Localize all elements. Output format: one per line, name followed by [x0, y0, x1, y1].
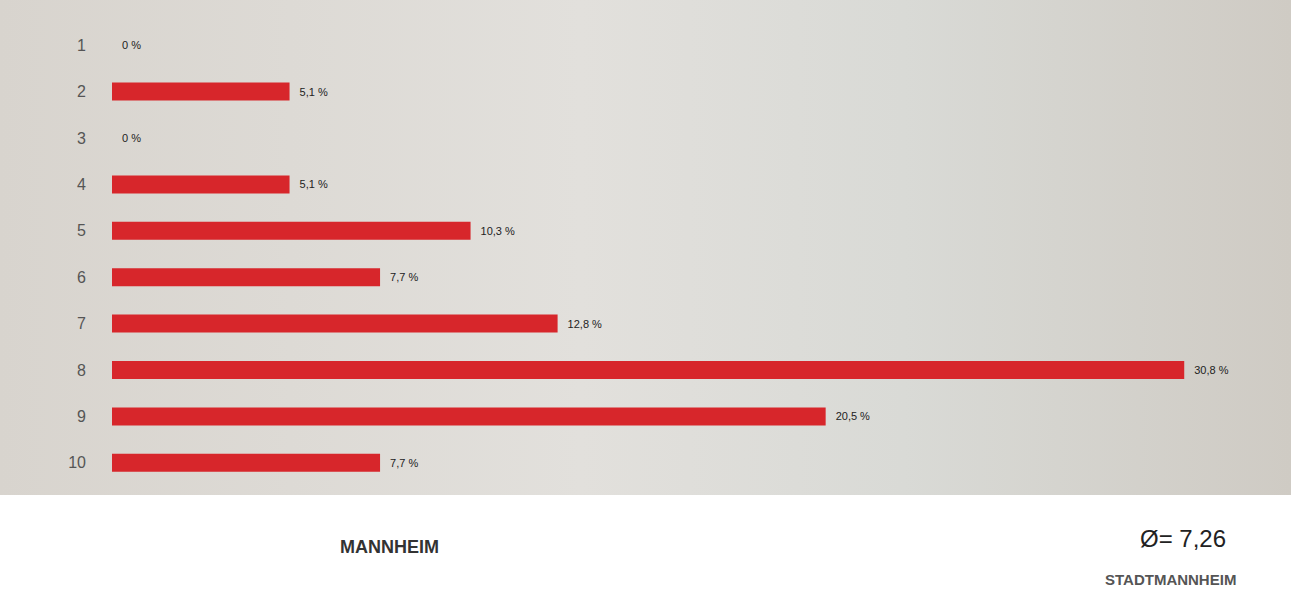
svg-text:5,1 %: 5,1 %: [300, 178, 328, 190]
svg-text:3: 3: [77, 130, 86, 147]
svg-text:5: 5: [77, 222, 86, 239]
svg-text:10,3 %: 10,3 %: [481, 225, 515, 237]
svg-text:9: 9: [77, 408, 86, 425]
svg-text:7,7 %: 7,7 %: [390, 271, 418, 283]
svg-text:MANNHEIM: MANNHEIM: [340, 537, 439, 557]
svg-text:30,8 %: 30,8 %: [1194, 364, 1228, 376]
svg-text:10: 10: [68, 454, 86, 471]
svg-text:2: 2: [77, 83, 86, 100]
svg-text:4: 4: [77, 176, 86, 193]
svg-text:1: 1: [77, 37, 86, 54]
svg-text:12,8 %: 12,8 %: [568, 318, 602, 330]
svg-text:0 %: 0 %: [122, 132, 141, 144]
svg-text:5,1 %: 5,1 %: [300, 86, 328, 98]
svg-text:6: 6: [77, 269, 86, 286]
svg-text:8: 8: [77, 362, 86, 379]
svg-text:0 %: 0 %: [122, 39, 141, 51]
svg-text:7,7 %: 7,7 %: [390, 457, 418, 469]
svg-text:Ø= 7,26: Ø= 7,26: [1140, 525, 1226, 552]
svg-text:20,5 %: 20,5 %: [836, 410, 870, 422]
svg-text:STADTMANNHEIM: STADTMANNHEIM: [1105, 571, 1236, 588]
svg-text:7: 7: [77, 315, 86, 332]
